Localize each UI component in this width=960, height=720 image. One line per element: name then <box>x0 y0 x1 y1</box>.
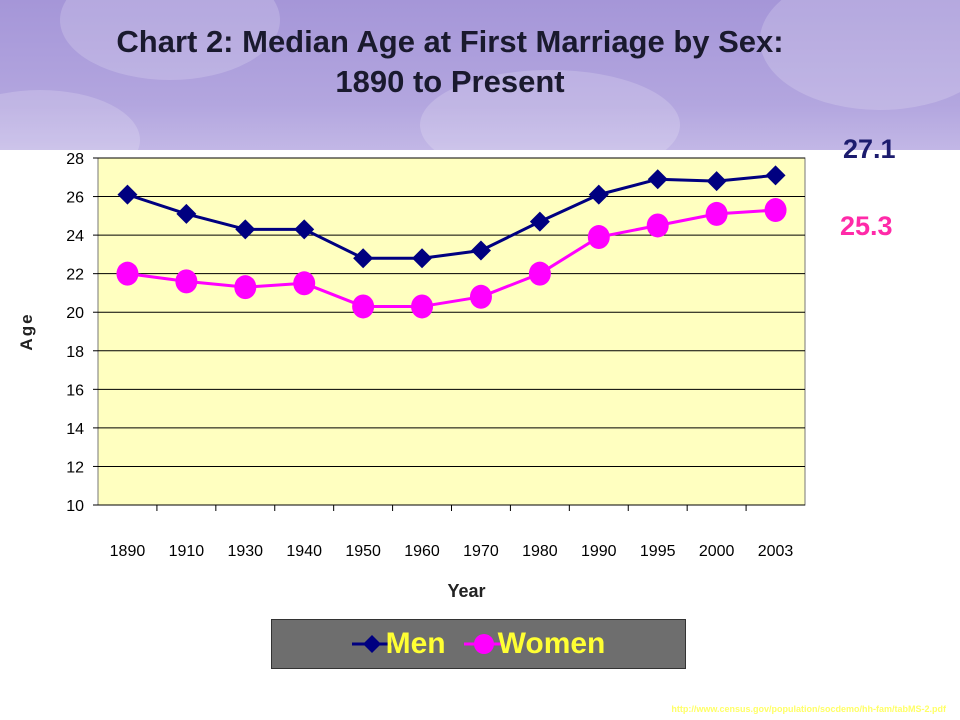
y-tick-label: 26 <box>66 190 84 207</box>
women-point-2003 <box>764 198 787 223</box>
x-tick-label: 2003 <box>758 543 794 560</box>
men-point-1930 <box>235 219 256 240</box>
y-tick-label: 24 <box>66 228 84 245</box>
women-point-1960 <box>411 294 434 319</box>
x-tick-label: 1950 <box>345 543 381 560</box>
y-tick-label: 28 <box>66 151 84 168</box>
y-tick-label: 10 <box>66 498 84 515</box>
men-point-1910 <box>176 203 197 224</box>
men-point-1980 <box>529 211 550 232</box>
chart-legend: Men Women <box>271 619 686 669</box>
y-axis-title: Age <box>17 312 36 350</box>
x-tick-label: 1890 <box>110 543 146 560</box>
x-tick-label: 1930 <box>227 543 263 560</box>
x-tick-label: 2000 <box>699 543 735 560</box>
chart-title-line-2: 1890 to Present <box>335 64 565 99</box>
men-point-1995 <box>647 169 668 190</box>
y-tick-label: 14 <box>66 421 84 438</box>
chart-title-line-1: Chart 2: Median Age at First Marriage by… <box>116 24 784 59</box>
women-point-1890 <box>116 261 139 286</box>
x-tick-label: 1970 <box>463 543 499 560</box>
series-layer <box>116 165 787 319</box>
men-point-2000 <box>706 171 727 192</box>
women-point-1940 <box>293 271 316 296</box>
x-tick-label: 1940 <box>286 543 322 560</box>
men-latest-value: 27.1 <box>843 134 896 164</box>
legend-label-women: Women <box>497 627 606 660</box>
men-point-1990 <box>588 184 609 205</box>
legend-item-women: Women <box>463 627 606 661</box>
chart-title: Chart 2: Median Age at First Marriage by… <box>40 22 860 102</box>
women-point-1910 <box>175 269 198 294</box>
women-point-1990 <box>587 225 610 250</box>
women-point-1950 <box>352 294 375 319</box>
men-legend-diamond-icon <box>351 635 392 653</box>
y-tick-label: 20 <box>66 305 84 322</box>
women-latest-value: 25.3 <box>840 211 893 241</box>
men-point-1970 <box>470 240 491 261</box>
gridlines <box>98 157 805 506</box>
men-series-line <box>126 173 776 260</box>
men-point-2003 <box>765 165 786 186</box>
axes: 10 12 14 16 18 20 22 24 26 28 1890 1910 1930 1940 1950… <box>66 151 793 560</box>
women-point-2000 <box>705 201 728 226</box>
legend-item-men: Men <box>351 627 446 661</box>
x-tick-label: 1910 <box>169 543 205 560</box>
y-tick-label: 18 <box>66 344 84 361</box>
women-point-1970 <box>469 284 492 309</box>
women-point-1930 <box>234 275 257 300</box>
x-tick-label: 1990 <box>581 543 617 560</box>
men-point-1960 <box>412 248 433 269</box>
y-tick-label: 22 <box>66 267 84 284</box>
title-banner <box>0 0 960 150</box>
men-point-1950 <box>353 248 374 269</box>
women-point-1995 <box>646 213 669 238</box>
women-point-1980 <box>528 261 551 286</box>
men-point-1890 <box>117 184 138 205</box>
plot-area <box>97 157 806 506</box>
x-axis-title: Year <box>447 581 485 601</box>
x-tick-label: 1995 <box>640 543 676 560</box>
source-link[interactable]: http://www.census.gov/population/socdemo… <box>671 704 946 714</box>
men-point-1940 <box>294 219 315 240</box>
legend-label-men: Men <box>385 627 446 660</box>
x-tick-label: 1980 <box>522 543 558 560</box>
y-tick-label: 12 <box>66 459 84 476</box>
women-legend-circle-icon <box>463 634 504 654</box>
x-tick-label: 1960 <box>404 543 440 560</box>
y-tick-label: 16 <box>66 382 84 399</box>
